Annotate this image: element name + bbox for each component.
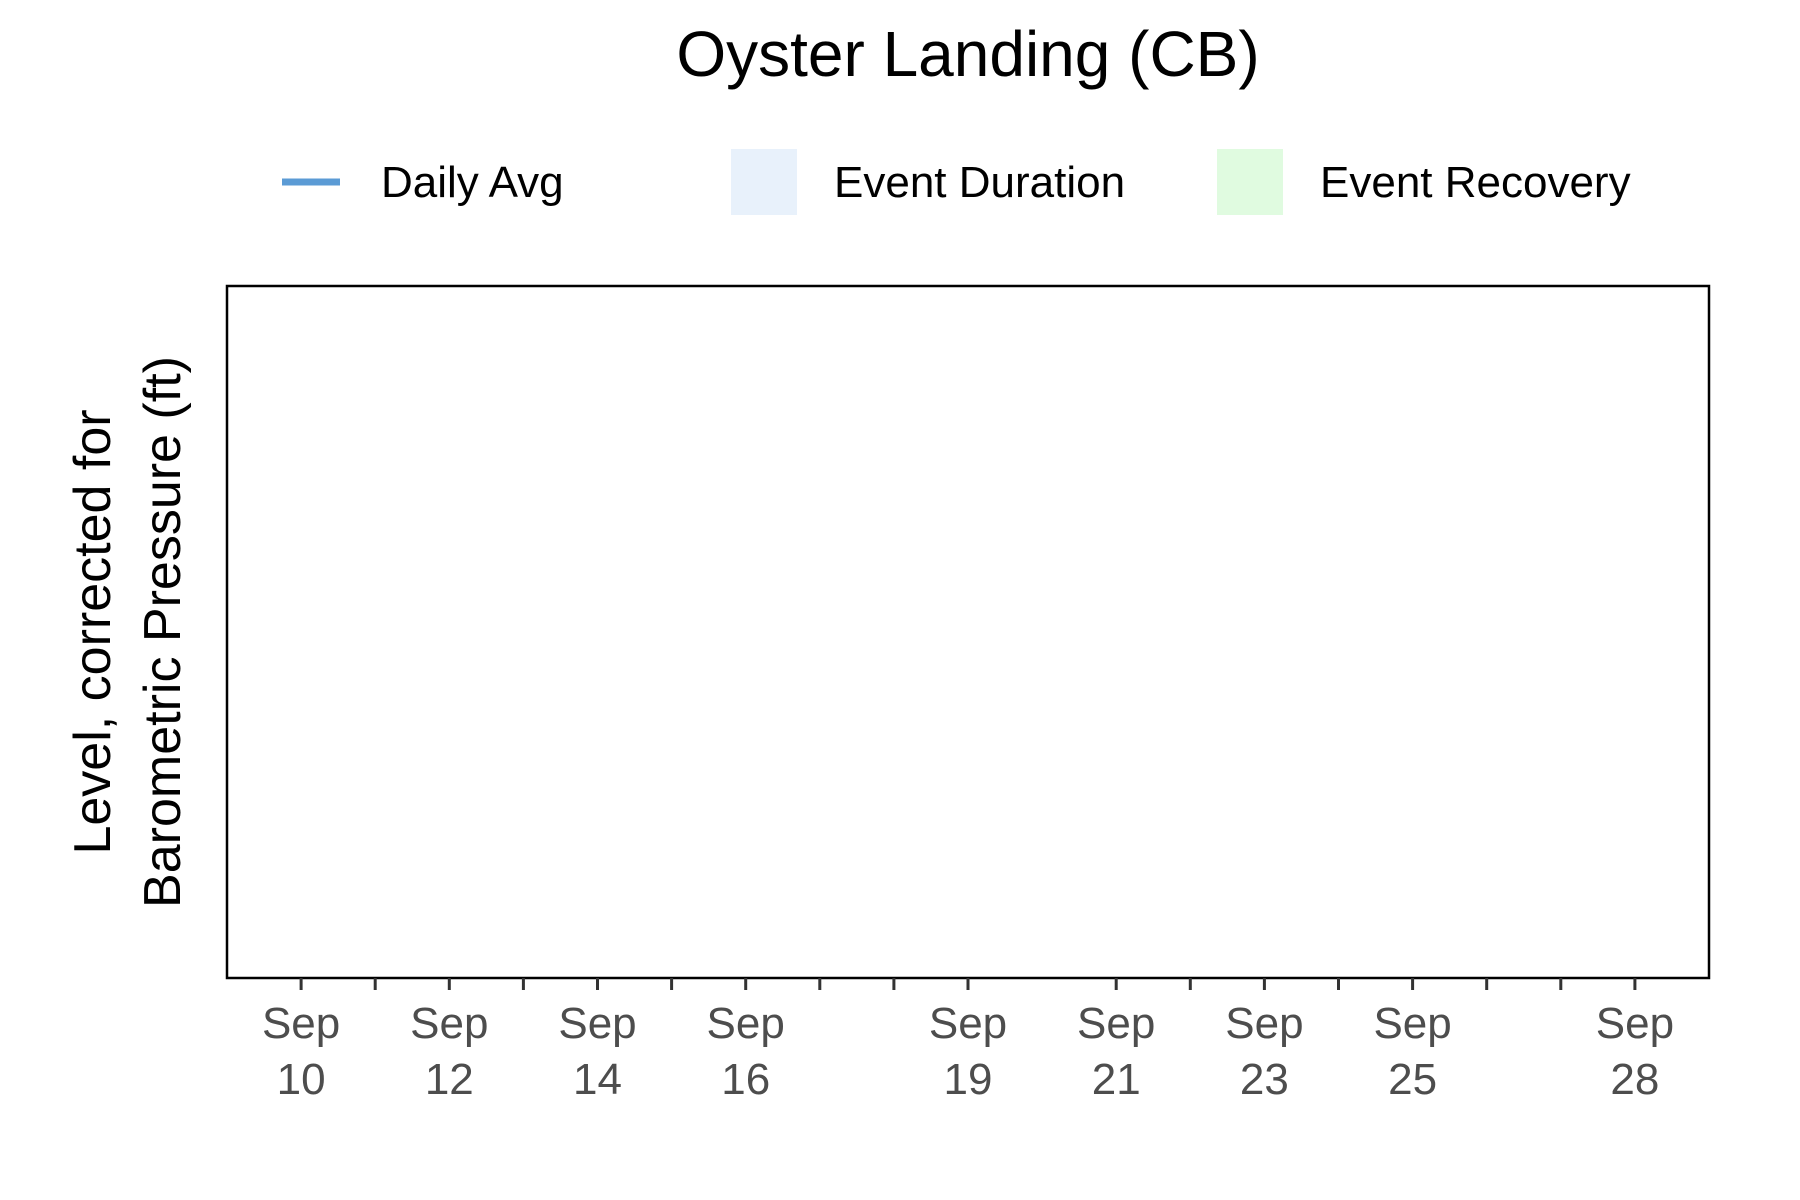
x-tick-label-line: 19 [944, 1055, 993, 1104]
x-tick-label: Sep 16 [707, 999, 785, 1104]
x-tick-label-line: Sep [1225, 999, 1303, 1048]
x-tick-label-line: Sep [262, 999, 340, 1048]
x-tick-label-line: Sep [707, 999, 785, 1048]
y-axis-label-line: Barometric Pressure (ft) [134, 356, 192, 908]
x-tick-label-line: 28 [1610, 1055, 1659, 1104]
x-tick-label: Sep 21 [1077, 999, 1155, 1104]
legend: Daily Avg Event Duration Event Recovery [282, 149, 1631, 215]
x-axis: Sep 10 Sep 12 Sep 14 Sep 16 Sep 19 Sep 21 Sep 23 Sep 25… [262, 978, 1674, 1104]
x-tick-label-line: 12 [425, 1055, 474, 1104]
x-tick-label: Sep 14 [558, 999, 636, 1104]
x-tick-label: Sep 23 [1225, 999, 1303, 1104]
legend-label-daily-avg: Daily Avg [381, 158, 564, 207]
legend-key-event-duration [731, 149, 797, 215]
legend-label-event-duration: Event Duration [834, 158, 1125, 207]
x-tick-label: Sep 10 [262, 999, 340, 1104]
x-tick-label-line: Sep [1596, 999, 1674, 1048]
x-tick-label-line: 21 [1092, 1055, 1141, 1104]
x-tick-label-line: Sep [1077, 999, 1155, 1048]
y-axis-label: Level, corrected for Barometric Pressure … [64, 356, 192, 908]
plot-panel [225, 284, 1711, 980]
x-tick-label-line: 14 [573, 1055, 622, 1104]
y-axis-label-line: Level, corrected for [64, 409, 122, 854]
x-tick-label-line: 16 [721, 1055, 770, 1104]
x-tick-label-line: 10 [277, 1055, 326, 1104]
x-tick-label-line: Sep [929, 999, 1007, 1048]
x-tick-label-line: Sep [410, 999, 488, 1048]
chart-title: Oyster Landing (CB) [676, 18, 1259, 90]
x-tick-label: Sep 28 [1596, 999, 1674, 1104]
x-tick-label: Sep 12 [410, 999, 488, 1104]
x-tick-label-line: Sep [558, 999, 636, 1048]
x-tick-label-line: Sep [1373, 999, 1451, 1048]
legend-key-event-recovery [1217, 149, 1283, 215]
x-tick-label-line: 25 [1388, 1055, 1437, 1104]
x-tick-label: Sep 19 [929, 999, 1007, 1104]
legend-label-event-recovery: Event Recovery [1320, 158, 1631, 207]
x-tick-label: Sep 25 [1373, 999, 1451, 1104]
x-tick-label-line: 23 [1240, 1055, 1289, 1104]
